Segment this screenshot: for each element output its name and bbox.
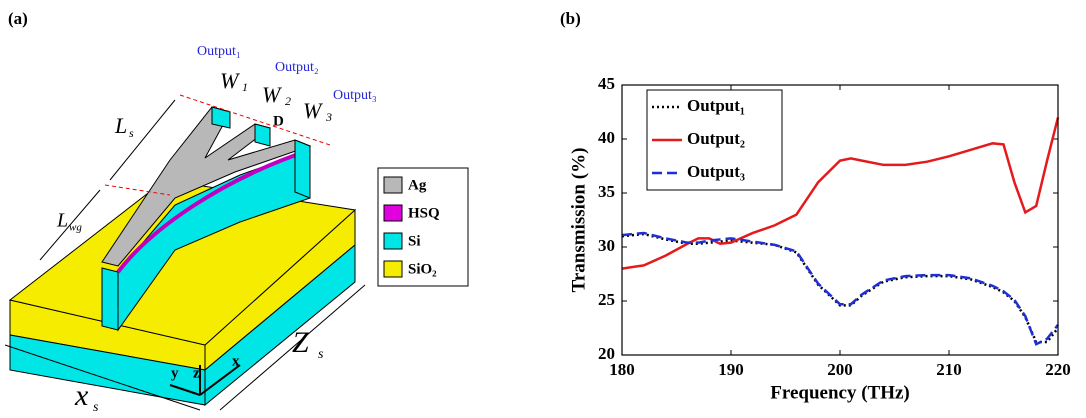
y-tick-label: 40: [598, 128, 615, 147]
x-tick-label: 220: [1045, 360, 1071, 379]
width-label: W: [262, 82, 282, 107]
legend-label: Output₃: [687, 162, 745, 181]
series-line: [622, 233, 1058, 344]
panel-tag: (b): [560, 9, 581, 28]
width-label: W: [220, 68, 240, 93]
y-axis-label: Transmission (%): [568, 148, 589, 293]
y-tick-label: 30: [598, 236, 615, 255]
axis-label: x: [232, 353, 240, 369]
panel-tag: (a): [8, 9, 28, 28]
x-tick-label: 190: [718, 360, 744, 379]
legend-text: Ag: [408, 177, 427, 193]
length-sub: s: [129, 126, 134, 140]
size-sub: s: [318, 347, 324, 362]
width-sub: 1: [242, 80, 248, 94]
y-tick-label: 35: [598, 182, 615, 201]
swatch: [384, 177, 402, 193]
x-axis-label: Frequency (THz): [770, 382, 910, 403]
legend-text: HSQ: [408, 205, 440, 221]
output-label: Output₂: [275, 60, 319, 75]
swatch: [384, 261, 402, 277]
size-label: Z: [292, 326, 309, 359]
swatch: [384, 205, 402, 221]
width-sub: 2: [285, 94, 291, 108]
gap-label: D: [273, 113, 284, 129]
device-diagram: (a) Output₁ Output₂ Output₃ W 1 W 2 W 3: [5, 9, 468, 415]
legend-label: Output₁: [687, 96, 745, 115]
width-label: W: [303, 98, 323, 123]
legend-text: SiO₂: [408, 261, 437, 277]
x-tick-label: 200: [827, 360, 853, 379]
output-label: Output₃: [333, 88, 377, 103]
length-label: L: [114, 113, 127, 138]
output-label: Output₁: [197, 44, 241, 59]
x-tick-label: 210: [936, 360, 962, 379]
figure: (a) Output₁ Output₂ Output₃ W 1 W 2 W 3: [0, 0, 1086, 418]
arm3-end: [295, 140, 310, 198]
legend-label: Output₂: [687, 129, 745, 148]
arm1-end: [212, 107, 230, 128]
series-line: [622, 234, 1058, 342]
axis-label: y: [171, 365, 179, 381]
size-sub: s: [93, 400, 99, 415]
wg-front: [102, 268, 118, 330]
legend-text: Si: [408, 233, 421, 249]
size-label: x: [74, 379, 89, 412]
y-tick-label: 45: [598, 74, 615, 93]
y-tick-label: 25: [598, 290, 615, 309]
swatch: [384, 233, 402, 249]
length-sub: wg: [69, 222, 82, 234]
x-tick-label: 180: [609, 360, 635, 379]
axis-label: z: [193, 365, 200, 381]
arm2-end: [255, 124, 270, 146]
width-sub: 3: [325, 110, 332, 124]
length-label: L: [56, 210, 68, 232]
